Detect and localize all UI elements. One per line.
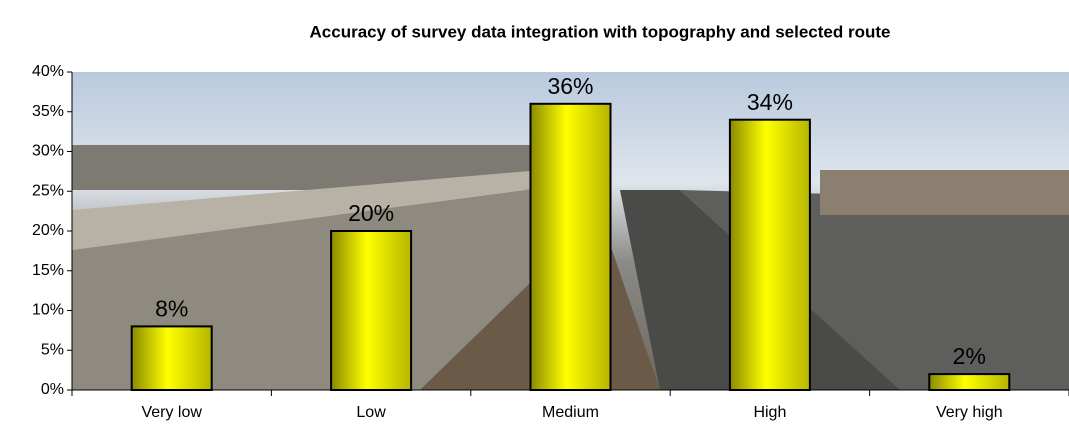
value-label: 36% bbox=[547, 73, 593, 99]
y-tick-label: 25% bbox=[32, 182, 64, 199]
value-label: 8% bbox=[155, 295, 188, 321]
x-tick-label: Low bbox=[356, 404, 386, 421]
y-tick-label: 5% bbox=[41, 341, 64, 358]
x-tick-label: Very high bbox=[936, 404, 1003, 421]
x-tick-label: High bbox=[753, 404, 786, 421]
y-tick-label: 40% bbox=[32, 63, 64, 80]
bar bbox=[130, 325, 213, 391]
x-tick-label: Medium bbox=[542, 404, 599, 421]
y-tick-label: 20% bbox=[32, 222, 64, 239]
bar bbox=[529, 102, 612, 392]
y-tick-label: 35% bbox=[32, 103, 64, 120]
value-label: 2% bbox=[953, 343, 986, 369]
chart-title: Accuracy of survey data integration with… bbox=[310, 22, 891, 41]
bar bbox=[928, 373, 1011, 392]
x-tick-label: Very low bbox=[141, 404, 202, 421]
value-label: 34% bbox=[747, 89, 793, 115]
bar bbox=[728, 118, 811, 391]
y-tick-label: 0% bbox=[41, 381, 64, 398]
y-tick-label: 15% bbox=[32, 262, 64, 279]
value-label: 20% bbox=[348, 200, 394, 226]
y-tick-label: 10% bbox=[32, 302, 64, 319]
y-tick-label: 30% bbox=[32, 143, 64, 160]
bar bbox=[330, 230, 413, 391]
